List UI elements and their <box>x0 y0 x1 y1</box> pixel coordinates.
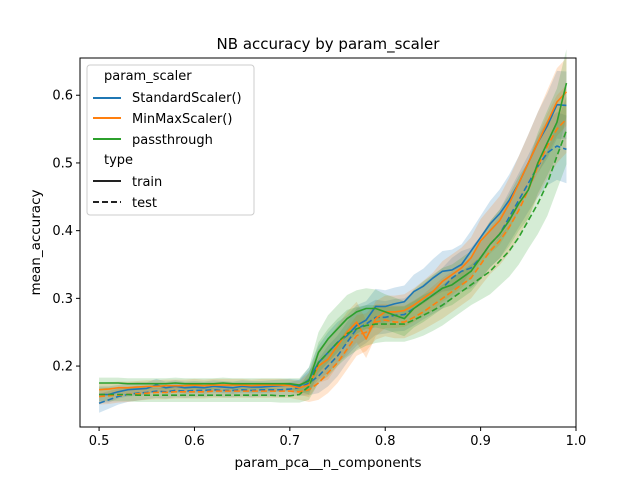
x-tick-label: 0.9 <box>470 434 491 449</box>
y-tick-label: 0.2 <box>52 360 73 375</box>
y-tick-label: 0.5 <box>52 156 73 171</box>
x-tick-label: 1.0 <box>566 434 587 449</box>
series-line-passthrough-test <box>99 130 568 397</box>
legend: param_scaler StandardScaler() MinMaxScal… <box>86 64 255 216</box>
y-axis: 0.2 0.3 0.4 0.5 0.6 <box>52 89 80 375</box>
legend-style-title: type <box>104 153 133 168</box>
x-axis: 0.5 0.6 0.7 0.8 0.9 1.0 <box>89 427 587 449</box>
plot-frame <box>79 57 577 428</box>
ci-band-passthrough-train <box>99 49 567 395</box>
chart-title: NB accuracy by param_scaler <box>217 35 441 54</box>
legend-label-passthrough: passthrough <box>132 133 213 148</box>
legend-label-test: test <box>132 196 157 211</box>
x-tick-label: 0.7 <box>280 434 301 449</box>
legend-label-standardscaler: StandardScaler() <box>132 91 242 106</box>
y-tick-label: 0.3 <box>52 292 73 307</box>
series-line-minmaxscaler-test <box>99 118 568 398</box>
series-lines <box>98 82 568 405</box>
y-tick-label: 0.6 <box>52 89 73 104</box>
series-line-minmaxscaler-train <box>99 91 568 391</box>
legend-hue-title: param_scaler <box>104 69 192 84</box>
y-tick-label: 0.4 <box>52 224 73 239</box>
ci-band-passthrough-test <box>99 96 567 403</box>
x-tick-label: 0.6 <box>184 434 205 449</box>
legend-label-minmaxscaler: MinMaxScaler() <box>132 112 232 127</box>
x-tick-label: 0.8 <box>375 434 396 449</box>
series-line-passthrough-train <box>99 82 568 386</box>
legend-label-train: train <box>132 175 162 190</box>
legend-box <box>86 64 255 216</box>
y-axis-title: mean_accuracy <box>28 190 44 296</box>
x-tick-label: 0.5 <box>89 434 110 449</box>
x-axis-title: param_pca__n_components <box>234 455 421 471</box>
series-line-standardscaler-train <box>99 103 567 396</box>
ci-band-standardscaler-train <box>99 70 567 403</box>
